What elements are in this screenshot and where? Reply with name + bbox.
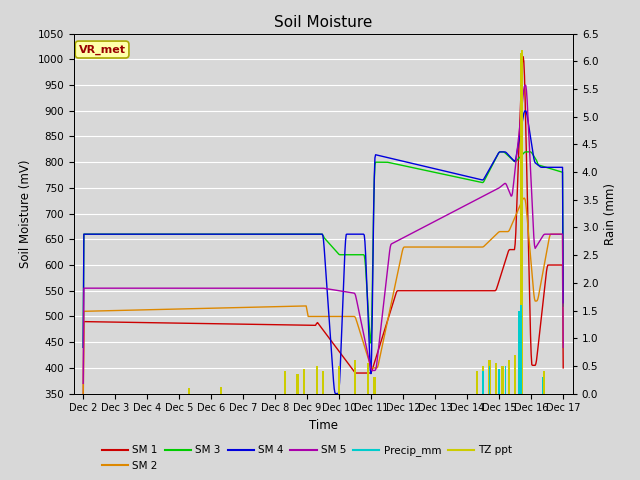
Bar [597,366,600,394]
Bar [611,377,612,394]
Bar [499,369,500,394]
Bar [505,366,506,394]
Bar [489,366,490,394]
Bar [482,366,484,394]
Bar [303,369,305,394]
Bar [338,366,340,394]
Bar [495,363,497,394]
Bar [543,372,545,394]
Bar [316,366,318,394]
Bar [354,360,356,394]
Y-axis label: Soil Moisture (mV): Soil Moisture (mV) [19,159,32,268]
Bar [520,53,522,394]
Bar [220,387,222,394]
Bar [488,360,491,394]
Bar [476,372,478,394]
Title: Soil Moisture: Soil Moisture [274,15,372,30]
Bar [188,388,190,394]
Bar [541,377,543,394]
Bar [501,366,504,394]
Bar [483,372,484,394]
X-axis label: Time: Time [308,419,338,432]
Bar [373,377,376,394]
Bar [367,363,369,394]
Bar [514,355,516,394]
Bar [520,305,522,394]
Bar [284,372,286,394]
Y-axis label: Rain (mm): Rain (mm) [604,182,617,245]
Bar [508,360,510,394]
Bar [296,374,299,394]
Bar [322,372,324,394]
Text: VR_met: VR_met [79,45,125,55]
Bar [518,311,520,394]
Legend: SM 1, SM 2, SM 3, SM 4, SM 5, Precip_mm, TZ ppt: SM 1, SM 2, SM 3, SM 4, SM 5, Precip_mm,… [98,441,516,475]
Bar [521,50,524,394]
Bar [610,300,612,394]
